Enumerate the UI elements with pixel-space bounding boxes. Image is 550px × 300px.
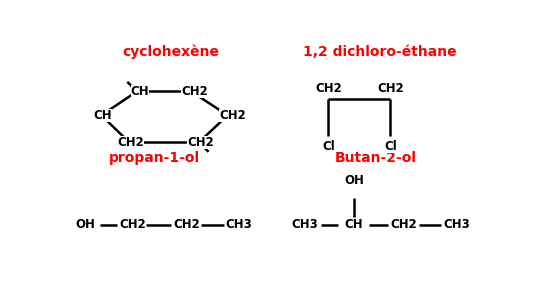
Text: cyclohexène: cyclohexène [123, 45, 219, 59]
Text: CH2: CH2 [173, 218, 200, 231]
Text: CH2: CH2 [390, 218, 417, 231]
Text: CH2: CH2 [181, 85, 208, 98]
Text: CH2: CH2 [187, 136, 214, 149]
Text: CH2: CH2 [377, 82, 404, 95]
Text: CH: CH [131, 85, 150, 98]
Text: CH2: CH2 [219, 109, 246, 122]
Text: OH: OH [344, 174, 364, 187]
Text: Cl: Cl [384, 140, 397, 153]
Text: Butan-2-ol: Butan-2-ol [334, 152, 417, 165]
Text: CH2: CH2 [315, 82, 342, 95]
Text: 1,2 dichloro-éthane: 1,2 dichloro-éthane [303, 45, 456, 59]
Text: CH3: CH3 [292, 218, 318, 231]
Text: OH: OH [76, 218, 96, 231]
Text: propan-1-ol: propan-1-ol [108, 152, 200, 165]
Text: CH2: CH2 [117, 136, 144, 149]
Text: CH2: CH2 [119, 218, 146, 231]
Text: CH3: CH3 [226, 218, 252, 231]
Text: CH: CH [94, 109, 112, 122]
Text: CH3: CH3 [443, 218, 470, 231]
Text: CH: CH [345, 218, 363, 231]
Text: Cl: Cl [322, 140, 335, 153]
